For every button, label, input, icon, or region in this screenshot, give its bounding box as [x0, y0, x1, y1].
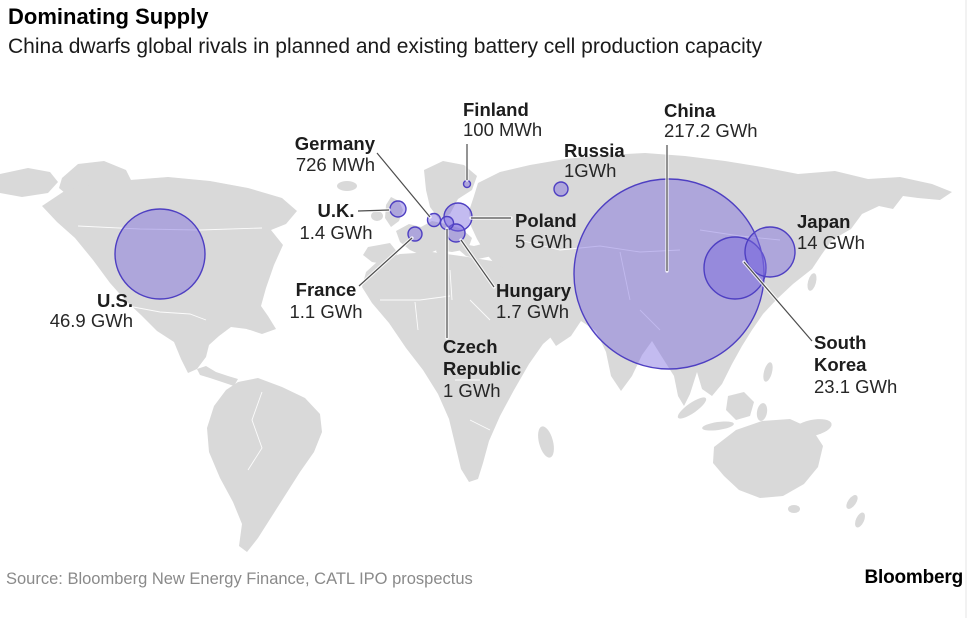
leader-line-south-korea: [743, 261, 813, 342]
island-sumatra: [677, 397, 707, 419]
island-java: [702, 421, 734, 431]
island-japan-honshu: [792, 245, 808, 271]
border-africa-4: [455, 299, 491, 431]
label-japan: Japan 14 GWh: [797, 211, 865, 253]
country-borders-layer: [77, 225, 781, 471]
border-us-canada: [77, 225, 263, 231]
label-poland: Poland 5 GWh: [515, 210, 577, 252]
label-france: France 1.1 GWh: [290, 279, 363, 322]
border-africa-1: [380, 295, 451, 301]
bloomberg-logo: Bloomberg: [864, 567, 964, 588]
country-labels-layer: U.S. 46.9 GWh Germany 726 MWh U.K. 1.4 GWh Fra…: [50, 99, 898, 401]
bubble-us: [114, 208, 206, 300]
label-us: U.S. 46.9 GWh: [50, 290, 133, 331]
island-sulawesi: [756, 403, 768, 421]
continent-north-america: [42, 177, 297, 373]
island-japan-kyushu: [807, 273, 817, 291]
island-great-britain: [385, 197, 403, 227]
label-china: China 217.2 GWh: [664, 100, 758, 141]
border-asia-2: [699, 229, 781, 241]
border-us-mexico: [127, 305, 207, 321]
label-russia: Russia 1GWh: [564, 140, 625, 181]
label-uk: U.K. 1.4 GWh: [300, 200, 373, 243]
continents-layer: [0, 153, 952, 552]
leader-line-uk: [357, 209, 390, 212]
label-south-korea: South Korea 23.1 GWh: [814, 332, 897, 397]
border-south-america: [247, 391, 263, 471]
chart-title: Dominating Supply: [8, 4, 209, 29]
central-america: [197, 366, 238, 386]
island-nz-north: [846, 495, 858, 509]
continent-alaska: [0, 168, 58, 197]
bubble-uk: [389, 200, 407, 218]
border-asia-1: [519, 239, 681, 253]
island-tasmania: [788, 505, 800, 513]
scandinavia: [424, 161, 477, 219]
continent-africa: [362, 252, 566, 482]
leader-line-hungary: [460, 239, 495, 288]
island-cuba: [212, 313, 244, 323]
island-madagascar: [538, 426, 554, 458]
label-czech-republic: Czech Republic 1 GWh: [443, 336, 521, 401]
bubble-russia: [553, 181, 569, 197]
bubble-south-korea: [703, 236, 767, 300]
chart-subtitle: China dwarfs global rivals in planned an…: [8, 35, 763, 58]
source-note: Source: Bloomberg New Energy Finance, CA…: [6, 570, 473, 588]
continent-australia: [713, 419, 823, 498]
bubble-japan: [744, 226, 796, 278]
bubble-china: [573, 178, 765, 370]
island-hispaniola: [244, 322, 260, 330]
chart-header: Dominating Supply China dwarfs global ri…: [8, 4, 762, 59]
island-nz-south: [855, 512, 865, 528]
bubbles-layer: [114, 178, 796, 370]
continent-south-america: [207, 378, 322, 552]
border-africa-3: [449, 269, 453, 301]
leader-line-france: [358, 237, 413, 287]
right-edge-divider: [965, 0, 967, 618]
island-borneo: [726, 392, 754, 420]
island-ireland: [371, 211, 383, 221]
leader-lines-layer: [356, 142, 814, 343]
leader-line-germany: [376, 152, 431, 218]
island-philippines: [763, 362, 773, 382]
border-asia-3: [619, 251, 661, 331]
label-hungary: Hungary 1.7 GWh: [496, 280, 572, 322]
label-finland: Finland 100 MWh: [463, 99, 542, 140]
continent-asia: [469, 153, 952, 406]
label-germany: Germany 726 MWh: [295, 133, 376, 175]
border-africa-2: [414, 301, 419, 331]
island-iceland: [337, 181, 357, 191]
